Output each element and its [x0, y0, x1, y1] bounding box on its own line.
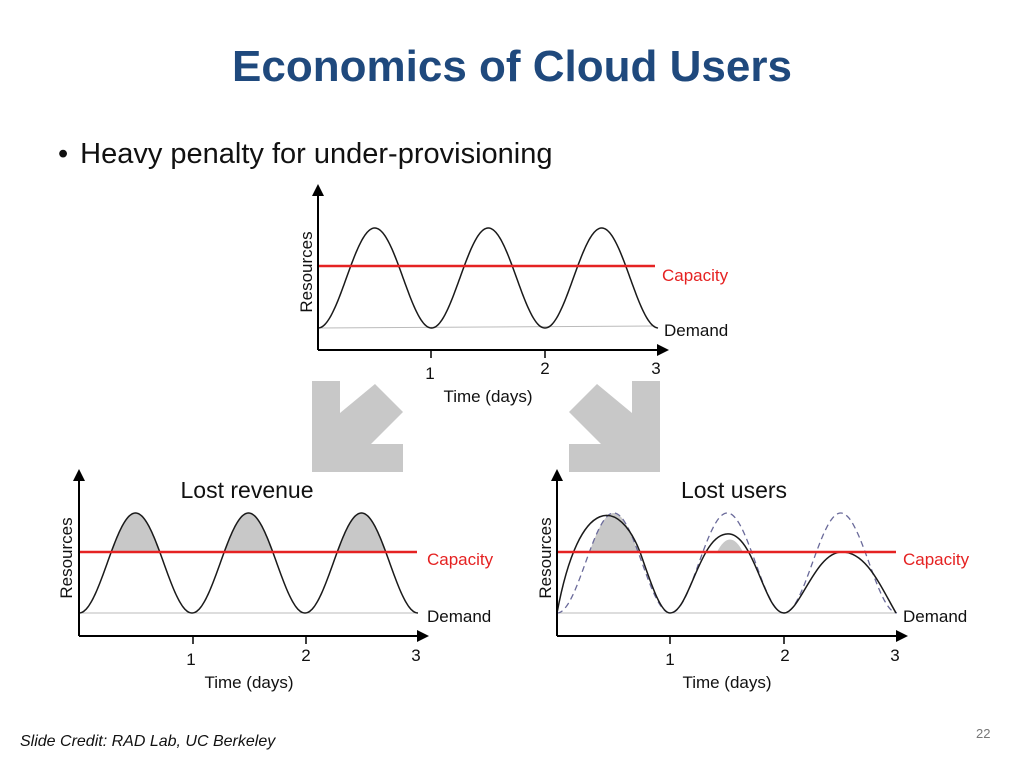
lost-revenue-tick-label-1: 1 [186, 650, 195, 669]
top-chart-capacity-label: Capacity [662, 266, 729, 285]
lost-users-demand-label: Demand [903, 607, 967, 626]
lost-users-original-demand-curve [556, 512, 898, 614]
top-chart-tick-label-1: 1 [425, 364, 434, 383]
lost-users-area [589, 513, 638, 552]
slide-title: Economics of Cloud Users [232, 42, 792, 91]
lost-users-title: Lost users [681, 477, 787, 503]
top-chart-x-label: Time (days) [443, 387, 532, 406]
lost-users-tick-label-1: 1 [665, 650, 674, 669]
top-chart-tick-label-3: 3 [651, 359, 660, 378]
lost-users-tick-label-2: 2 [780, 646, 789, 665]
page-number: 22 [976, 726, 991, 741]
arrow-down-left-icon [312, 381, 403, 472]
lost-revenue-x-label: Time (days) [204, 673, 293, 692]
top-chart: Resources 1 2 3 Time (days) Capacity Dem… [297, 184, 729, 406]
lost-users-tick-label-3: 3 [890, 646, 899, 665]
lost-users-capacity-label: Capacity [903, 550, 970, 569]
top-chart-baseline [317, 325, 656, 329]
top-chart-demand-label: Demand [664, 321, 728, 340]
lost-users-x-label: Time (days) [682, 673, 771, 692]
top-chart-demand-curve [317, 227, 659, 329]
lost-users-second-peak-area [717, 539, 743, 552]
bullet-point: • Heavy penalty for under-provisioning [58, 138, 552, 171]
bullet-dot: • [58, 138, 69, 170]
lost-revenue-title: Lost revenue [181, 477, 314, 503]
arrow-down-right-icon [569, 381, 660, 472]
lost-revenue-y-label: Resources [57, 517, 76, 598]
lost-revenue-tick-label-3: 3 [411, 646, 420, 665]
lost-revenue-demand-curve [78, 512, 419, 614]
lost-revenue-area [111, 513, 386, 552]
lost-users-y-label: Resources [536, 517, 555, 598]
bullet-text: Heavy penalty for under-provisioning [80, 138, 553, 170]
lost-revenue-tick-label-2: 2 [301, 646, 310, 665]
lost-revenue-chart: Lost revenue Resources 1 2 3 Time (days)… [57, 469, 494, 692]
top-chart-y-label: Resources [297, 231, 316, 312]
lost-users-chart: Lost users Resources 1 2 3 Time (days) C… [536, 469, 970, 692]
slide-credit: Slide Credit: RAD Lab, UC Berkeley [20, 733, 276, 750]
lost-revenue-capacity-label: Capacity [427, 550, 494, 569]
lost-revenue-demand-label: Demand [427, 607, 491, 626]
top-chart-tick-label-2: 2 [540, 359, 549, 378]
